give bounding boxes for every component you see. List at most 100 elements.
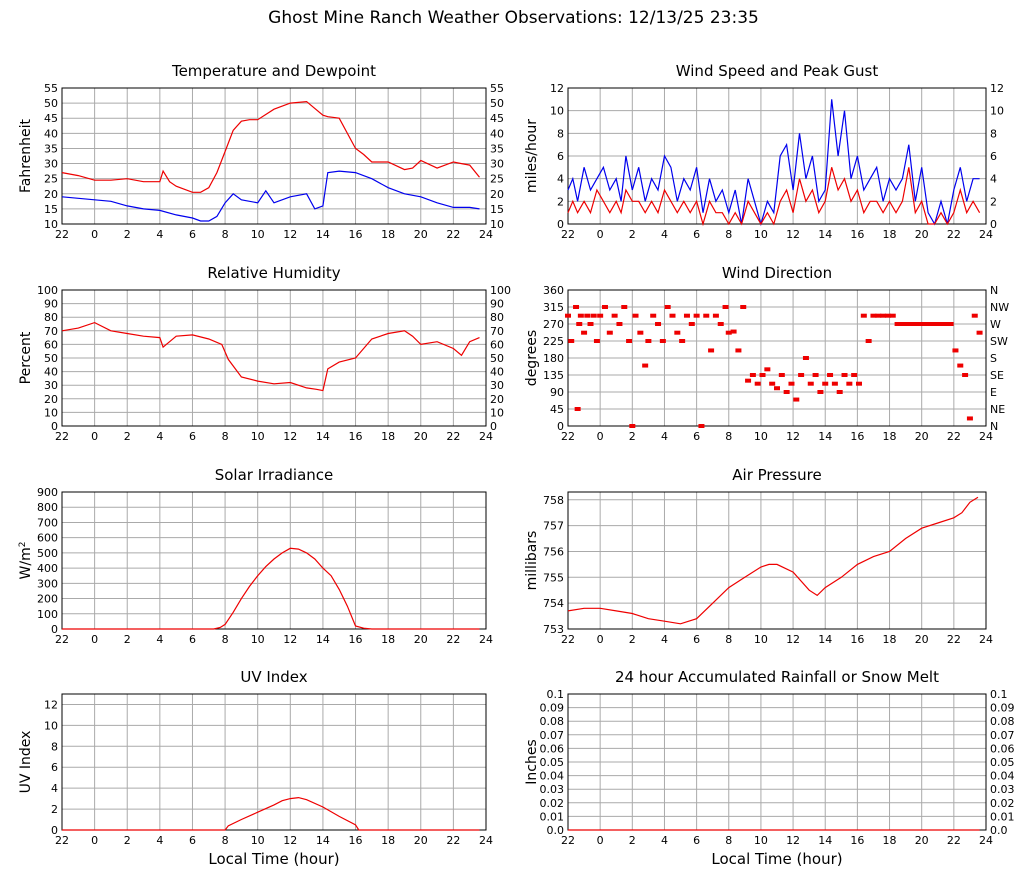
- y-tick-label-right: 0.01: [990, 810, 1015, 823]
- y-tick-label-right: SW: [990, 335, 1008, 348]
- x-tick-label: 14: [818, 430, 832, 443]
- y-tick-label: 0: [557, 218, 564, 231]
- y-axis-label: Fahrenheit: [18, 118, 34, 193]
- data-point: [778, 373, 785, 377]
- y-tick-label-right: NW: [990, 301, 1009, 314]
- x-tick-label: 22: [561, 633, 575, 646]
- y-tick-label: 12: [550, 82, 564, 95]
- data-point: [957, 363, 964, 368]
- series-line: [567, 496, 979, 625]
- data-point: [807, 381, 814, 386]
- x-tick-label: 12: [786, 228, 800, 241]
- x-tick-label: 16: [349, 834, 363, 847]
- data-point: [698, 424, 705, 428]
- y-tick-label-right: 80: [490, 311, 504, 324]
- x-tick-label: 0: [597, 834, 604, 847]
- y-tick-label: 0: [557, 420, 564, 433]
- x-tick-label: 2: [124, 633, 131, 646]
- x-tick-label: 18: [883, 834, 897, 847]
- y-tick-label-right: 8: [990, 127, 997, 140]
- y-axis-label: W/m2: [18, 542, 34, 580]
- y-tick-label: 0.07: [540, 729, 565, 742]
- y-tick-label: 900: [37, 486, 58, 499]
- data-point: [740, 305, 747, 309]
- y-tick-label: 180: [543, 352, 564, 365]
- data-point: [798, 373, 805, 377]
- y-tick-label-right: S: [990, 352, 997, 365]
- y-tick-label: 0: [51, 420, 58, 433]
- data-point: [679, 339, 686, 343]
- plot-frame: [61, 87, 487, 225]
- y-tick-label-right: 20: [490, 393, 504, 406]
- y-tick-label: 0.06: [540, 742, 565, 755]
- y-tick-label: 300: [37, 577, 58, 590]
- page-title: Ghost Mine Ranch Weather Observations: 1…: [268, 8, 759, 28]
- data-point: [581, 330, 588, 335]
- x-tick-label: 6: [189, 834, 196, 847]
- y-tick-label: 0.0: [547, 824, 565, 837]
- data-point: [855, 381, 862, 386]
- y-tick-label: 55: [44, 82, 58, 95]
- y-tick-label-right: N: [990, 284, 998, 297]
- x-tick-label: 8: [725, 633, 732, 646]
- data-point: [759, 373, 766, 377]
- x-tick-label: 2: [124, 834, 131, 847]
- x-tick-label: 24: [979, 228, 993, 241]
- y-tick-label-right: 0: [490, 420, 497, 433]
- rainfall-chart: 24 hour Accumulated Rainfall or Snow Mel…: [524, 668, 1015, 868]
- y-tick-label: 756: [543, 545, 564, 558]
- chart-title: Air Pressure: [732, 466, 821, 484]
- data-point: [880, 313, 887, 318]
- y-tick-label: 0.03: [540, 783, 565, 796]
- y-tick-label-right: 4: [990, 173, 997, 186]
- chart-title: UV Index: [240, 668, 307, 686]
- data-point: [712, 313, 719, 318]
- x-tick-label: 24: [979, 430, 993, 443]
- data-point: [966, 416, 973, 421]
- data-point: [831, 381, 838, 386]
- data-point: [764, 367, 771, 372]
- x-tick-label: 16: [850, 633, 864, 646]
- x-tick-label: 12: [283, 228, 297, 241]
- x-tick-label: 8: [725, 430, 732, 443]
- data-point: [894, 322, 901, 326]
- x-tick-label: 22: [947, 834, 961, 847]
- y-tick-label-right: 100: [490, 284, 511, 297]
- x-tick-label: 4: [661, 633, 668, 646]
- x-tick-label: 8: [725, 228, 732, 241]
- data-point: [611, 313, 618, 318]
- x-tick-label: 18: [883, 633, 897, 646]
- x-tick-label: 16: [349, 228, 363, 241]
- x-tick-label: 14: [316, 633, 330, 646]
- data-point: [574, 407, 581, 411]
- y-tick-label-right: 70: [490, 325, 504, 338]
- y-tick-label: 600: [37, 532, 58, 545]
- y-tick-label-right: W: [990, 318, 1001, 331]
- wind-speed-gust-chart: Wind Speed and Peak Gust0246810120246810…: [524, 62, 1004, 241]
- y-tick-label-right: 0.05: [990, 756, 1015, 769]
- plot-frame: [567, 491, 987, 630]
- y-tick-label-right: 0.03: [990, 783, 1015, 796]
- x-tick-label: 14: [818, 633, 832, 646]
- data-point: [645, 339, 652, 343]
- x-tick-label: 20: [915, 228, 929, 241]
- y-tick-label: 0.08: [540, 715, 565, 728]
- x-tick-label: 16: [850, 430, 864, 443]
- x-tick-label: 22: [446, 834, 460, 847]
- x-tick-label: 8: [222, 633, 229, 646]
- data-point: [587, 322, 594, 326]
- data-point: [568, 339, 575, 343]
- relative-humidity-chart: Relative Humidity01020304050607080901000…: [18, 264, 511, 443]
- y-tick-label-right: 25: [490, 173, 504, 186]
- x-tick-label: 6: [693, 228, 700, 241]
- data-point: [593, 339, 600, 343]
- y-tick-label: 8: [557, 127, 564, 140]
- y-tick-label: 20: [44, 393, 58, 406]
- y-tick-label: 10: [44, 719, 58, 732]
- y-tick-label: 10: [550, 105, 564, 118]
- data-point: [674, 330, 681, 335]
- x-tick-label: 22: [947, 633, 961, 646]
- y-tick-label: 60: [44, 338, 58, 351]
- data-point: [788, 381, 795, 386]
